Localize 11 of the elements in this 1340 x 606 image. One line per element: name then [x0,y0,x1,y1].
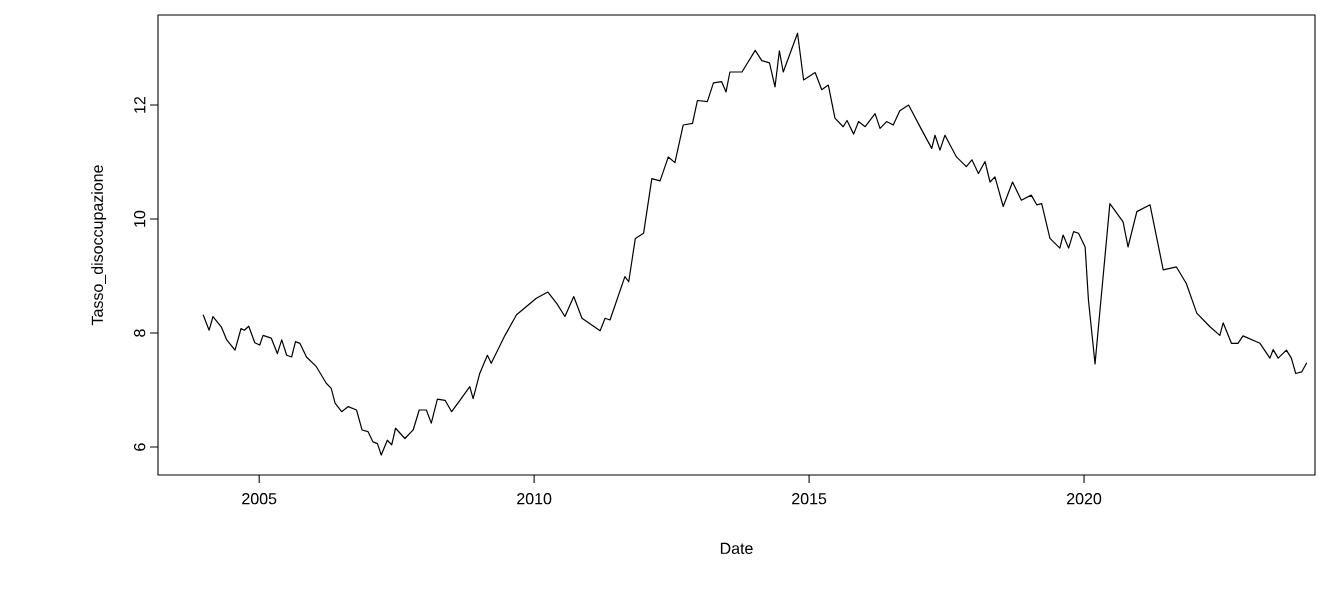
y-axis-title: Tasso_disoccupazione [91,165,107,326]
y-tick-label: 8 [133,329,146,337]
x-tick-label: 2015 [792,493,827,505]
x-tick-label: 2020 [1067,493,1102,505]
line-series [202,32,1308,456]
y-tick-label: 10 [133,210,146,227]
y-tick-label: 6 [133,443,146,451]
x-tick-label: 2010 [517,493,552,505]
x-axis-title: Date [720,542,753,554]
y-tick-label: 12 [134,96,146,113]
x-tick-label: 2005 [242,493,277,505]
